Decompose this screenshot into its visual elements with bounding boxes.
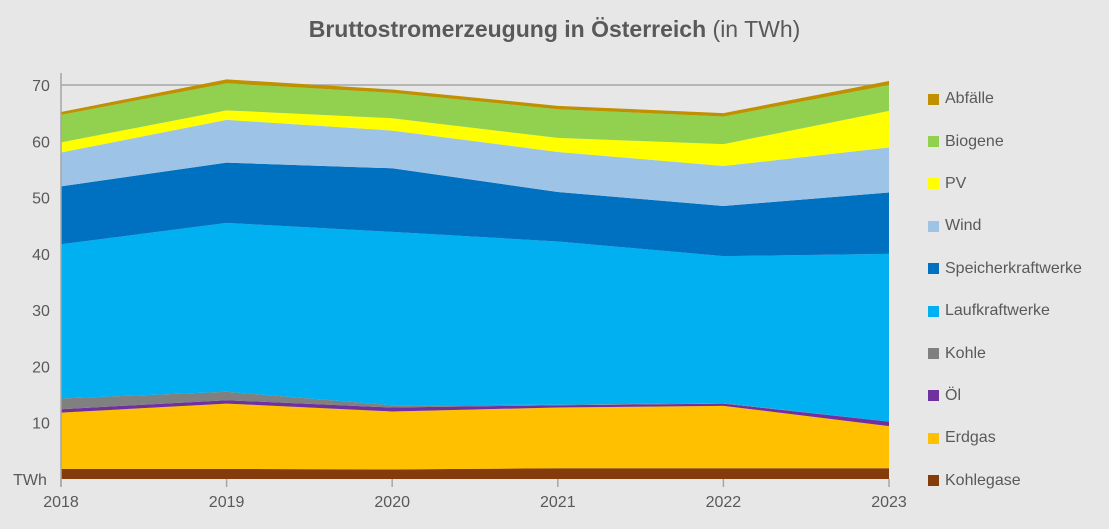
chart-title-unit: (in TWh): [712, 16, 801, 42]
legend-item: Laufkraftwerke: [928, 290, 1082, 332]
y-tick-label: 70: [32, 78, 50, 95]
legend-swatch: [928, 348, 939, 360]
legend-label: Öl: [945, 386, 961, 404]
legend-label: Erdgas: [945, 429, 996, 447]
y-axis-unit-label: TWh: [13, 472, 47, 489]
legend-swatch: [928, 178, 939, 190]
x-tick-label: 2023: [871, 494, 907, 511]
y-tick-label: 30: [32, 303, 50, 320]
chart-title-main: Bruttostromerzeugung in Österreich: [308, 16, 707, 42]
x-tick-label: 2020: [374, 494, 410, 511]
legend-item: Abfälle: [928, 78, 1082, 120]
legend-item: PV: [928, 163, 1082, 205]
legend-label: Kohlegase: [945, 471, 1021, 489]
area-pv: [61, 110, 889, 167]
legend-swatch: [928, 93, 939, 105]
area-laufkraftwerke: [61, 222, 889, 422]
legend-swatch: [928, 305, 939, 317]
legend-label: Biogene: [945, 132, 1004, 150]
chart-title: Bruttostromerzeugung in Österreich (in T…: [0, 16, 1109, 43]
legend-item: Kohlegase: [928, 460, 1082, 502]
legend-item: Speicherkraftwerke: [928, 248, 1082, 290]
legend-swatch: [928, 136, 939, 148]
x-tick-label: 2018: [43, 494, 79, 511]
legend-item: Wind: [928, 205, 1082, 247]
legend: Abfälle Biogene PV Wind Speicherkraftwerke La…: [928, 78, 1082, 502]
area-kohle: [61, 391, 889, 422]
legend-label: Wind: [945, 217, 982, 235]
legend-label: Abfälle: [945, 90, 994, 108]
legend-item: Biogene: [928, 120, 1082, 162]
legend-swatch: [928, 475, 939, 487]
x-tick-label: 2022: [706, 494, 742, 511]
legend-swatch: [928, 220, 939, 232]
x-tick-label: 2021: [540, 494, 576, 511]
legend-swatch: [928, 432, 939, 444]
y-tick-label: 50: [32, 191, 50, 208]
area-speicherkraftwerke: [61, 162, 889, 257]
legend-swatch: [928, 390, 939, 402]
legend-label: Speicherkraftwerke: [945, 259, 1082, 277]
y-tick-label: 10: [32, 416, 50, 433]
legend-swatch: [928, 263, 939, 275]
area-kohlegase: [61, 468, 889, 479]
legend-item: Kohle: [928, 332, 1082, 374]
area-biogene: [61, 83, 889, 145]
area-abfälle: [61, 79, 889, 117]
legend-item: Erdgas: [928, 417, 1082, 459]
area-wind: [61, 119, 889, 207]
legend-label: Laufkraftwerke: [945, 302, 1050, 320]
area-erdgas: [61, 403, 889, 470]
legend-item: Öl: [928, 375, 1082, 417]
legend-label: Kohle: [945, 344, 986, 362]
x-tick-label: 2019: [209, 494, 245, 511]
y-tick-label: 40: [32, 247, 50, 264]
y-tick-label: 20: [32, 359, 50, 376]
y-tick-label: 60: [32, 134, 50, 151]
legend-label: PV: [945, 174, 967, 192]
